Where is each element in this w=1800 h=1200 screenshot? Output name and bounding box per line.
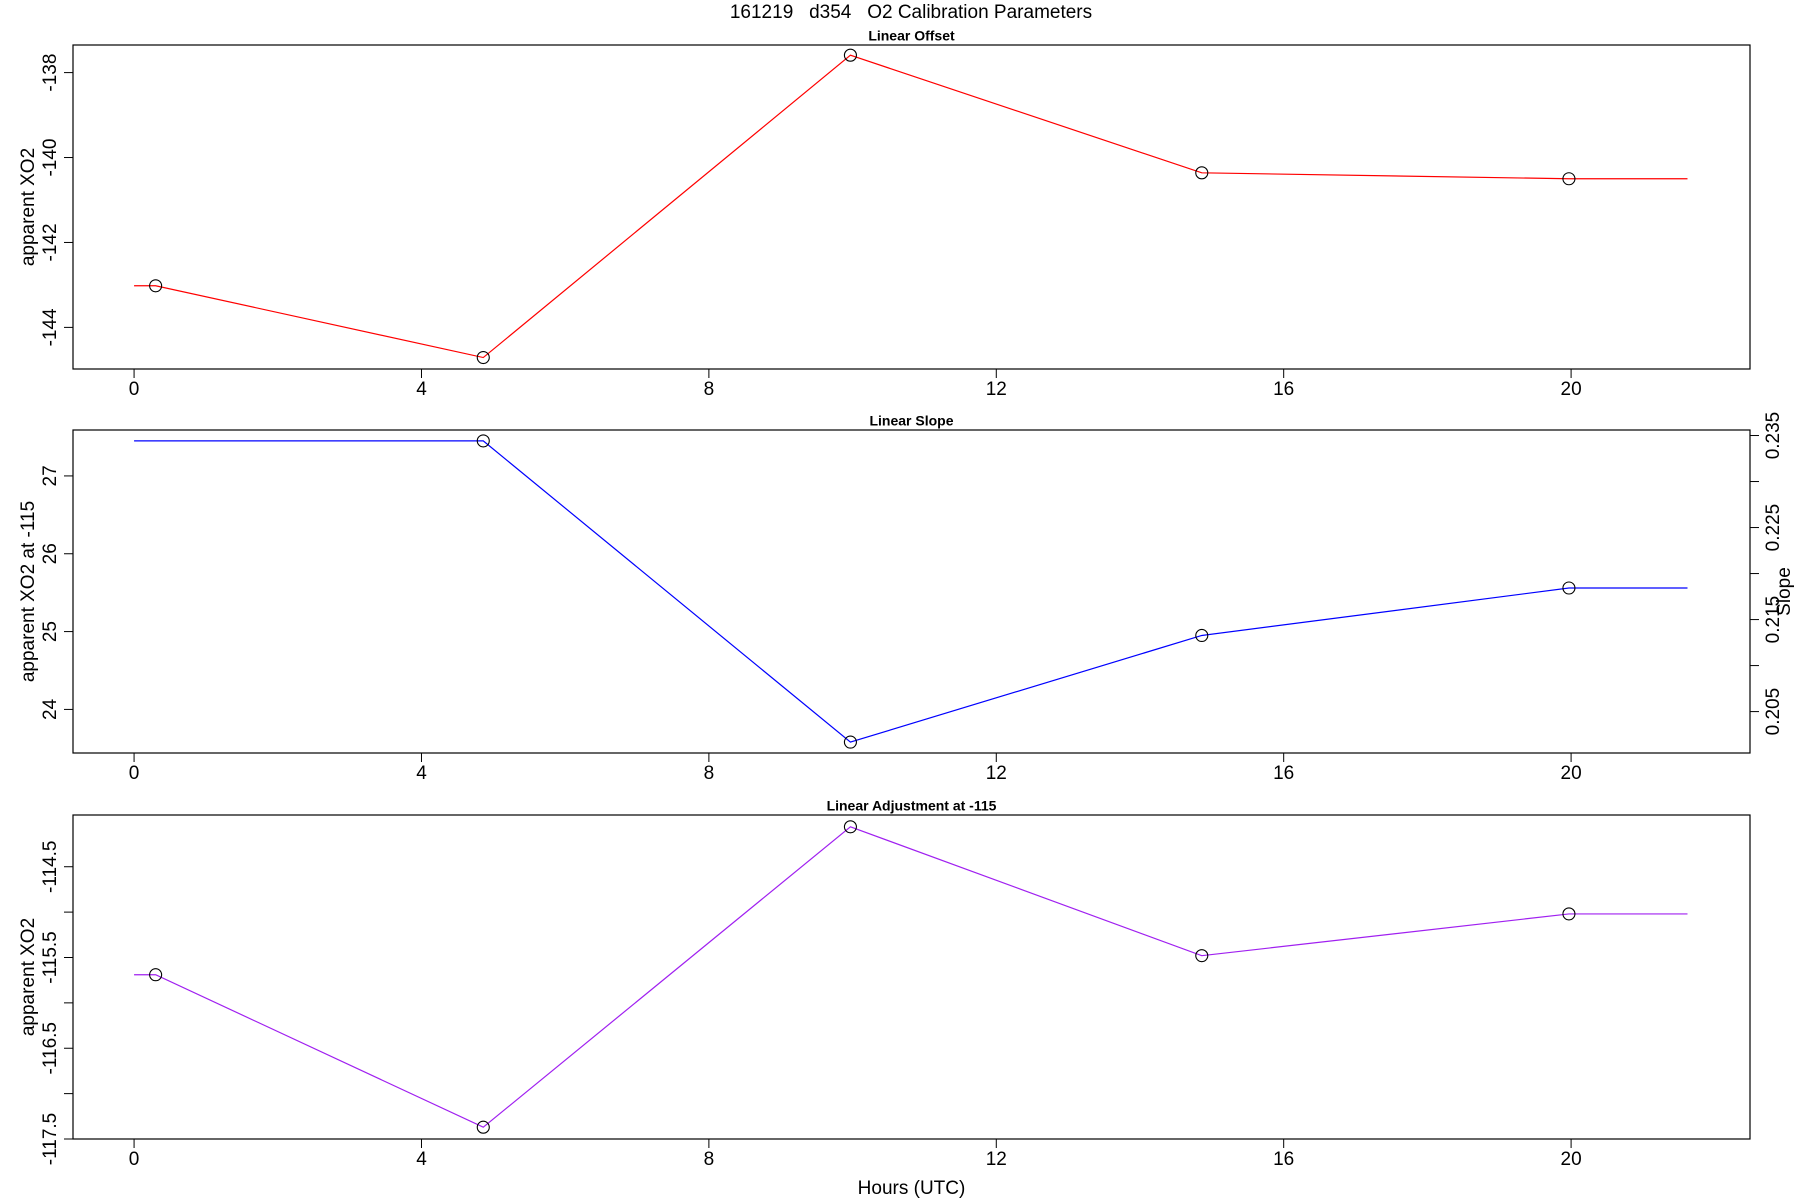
y-tick-label: -142 bbox=[40, 223, 61, 261]
y-tick-label: 26 bbox=[40, 543, 61, 564]
data-point bbox=[843, 735, 857, 749]
data-point bbox=[476, 350, 490, 365]
x-tick-label: 4 bbox=[416, 1149, 427, 1170]
data-point bbox=[149, 968, 163, 982]
data-point bbox=[1562, 172, 1576, 186]
y-tick-label: 27 bbox=[40, 465, 61, 486]
x-tick-label: 20 bbox=[1561, 379, 1582, 400]
y2-tick-label: 0.235 bbox=[1763, 412, 1784, 460]
data-point bbox=[1562, 581, 1576, 595]
y2-axis-label: Slope bbox=[1774, 567, 1795, 616]
data-point bbox=[476, 1120, 490, 1134]
y-axis-label: apparent XO2 bbox=[18, 148, 39, 266]
data-point bbox=[1195, 628, 1209, 643]
y-axis-label: apparent XO2 bbox=[18, 918, 39, 1036]
y2-tick-label: 0.225 bbox=[1763, 504, 1784, 552]
x-tick-label: 12 bbox=[986, 763, 1007, 784]
x-tick-label: 0 bbox=[129, 379, 140, 400]
x-tick-label: 16 bbox=[1273, 379, 1294, 400]
x-tick-label: 8 bbox=[704, 763, 715, 784]
x-tick-label: 16 bbox=[1273, 1149, 1294, 1170]
y-tick-label: -117.5 bbox=[40, 1113, 61, 1165]
data-line bbox=[134, 826, 1688, 1128]
panel-title: Linear Adjustment at -115 bbox=[827, 798, 997, 814]
plot-frame bbox=[72, 44, 1751, 370]
y-tick-label: -144 bbox=[40, 308, 61, 346]
x-tick-label: 12 bbox=[986, 1149, 1007, 1170]
y-tick-label: -115.5 bbox=[40, 931, 61, 983]
x-tick-label: 12 bbox=[986, 379, 1007, 400]
panel-title: Linear Slope bbox=[869, 413, 953, 429]
data-point bbox=[476, 434, 490, 448]
plot-frame bbox=[72, 429, 1751, 754]
y-tick-label: -138 bbox=[40, 54, 61, 92]
y-tick-label: 25 bbox=[40, 621, 61, 642]
y2-tick-label: 0.215 bbox=[1763, 596, 1784, 644]
x-tick-label: 0 bbox=[129, 1149, 140, 1170]
x-axis-label: Hours (UTC) bbox=[858, 1178, 966, 1199]
data-line bbox=[134, 54, 1688, 359]
x-tick-label: 20 bbox=[1561, 763, 1582, 784]
x-tick-label: 8 bbox=[704, 379, 715, 400]
y-tick-label: -116.5 bbox=[40, 1022, 61, 1074]
data-point bbox=[1195, 166, 1209, 180]
y-tick-label: 24 bbox=[40, 698, 61, 720]
data-point bbox=[149, 279, 163, 293]
data-point bbox=[843, 820, 857, 834]
x-tick-label: 20 bbox=[1561, 1149, 1582, 1170]
y-tick-label: -114.5 bbox=[40, 840, 61, 892]
x-tick-label: 16 bbox=[1273, 763, 1294, 784]
x-tick-label: 0 bbox=[129, 763, 140, 784]
data-point bbox=[1562, 907, 1576, 921]
data-line bbox=[134, 440, 1688, 743]
y-axis-label: apparent XO2 at -115 bbox=[18, 501, 39, 682]
panel-title: Linear Offset bbox=[868, 28, 955, 44]
plot-frame bbox=[72, 814, 1751, 1140]
y2-tick-label: 0.205 bbox=[1763, 688, 1784, 736]
x-tick-label: 8 bbox=[704, 1149, 715, 1170]
x-tick-label: 4 bbox=[416, 763, 427, 784]
data-point bbox=[1195, 949, 1209, 963]
x-tick-label: 4 bbox=[416, 379, 427, 400]
y-tick-label: -140 bbox=[40, 139, 61, 177]
page-title: 161219 d354 O2 Calibration Parameters bbox=[730, 2, 1092, 23]
data-point bbox=[843, 48, 857, 62]
